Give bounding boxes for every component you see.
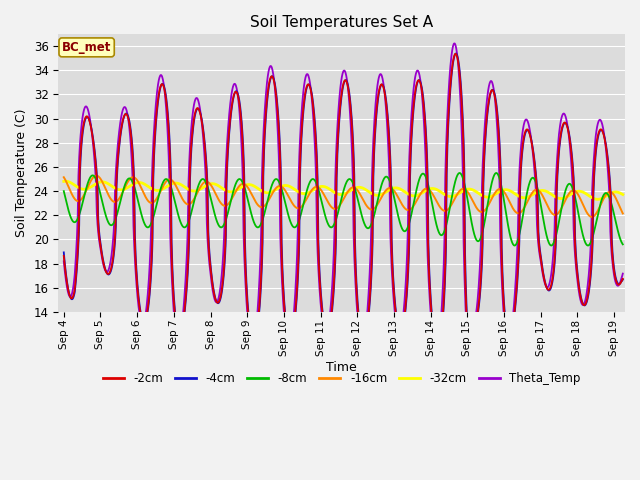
-2cm <box>433 346 441 352</box>
-4cm <box>434 347 442 352</box>
-16cm <box>60 174 68 180</box>
Theta_Temp <box>60 259 68 264</box>
-8cm <box>619 241 627 247</box>
-2cm <box>60 253 68 259</box>
-8cm <box>600 192 607 198</box>
Theta_Temp <box>461 269 468 275</box>
-32cm <box>619 192 627 197</box>
-16cm <box>93 173 100 179</box>
-32cm <box>594 196 602 202</box>
Text: BC_met: BC_met <box>62 41 111 54</box>
-32cm <box>114 187 122 192</box>
-16cm <box>259 204 266 210</box>
Theta_Temp <box>600 127 607 132</box>
Line: -16cm: -16cm <box>64 176 623 217</box>
-16cm <box>114 197 122 203</box>
Legend: -2cm, -4cm, -8cm, -16cm, -32cm, Theta_Temp: -2cm, -4cm, -8cm, -16cm, -32cm, Theta_Te… <box>98 367 586 390</box>
-8cm <box>114 209 122 215</box>
-4cm <box>452 50 460 56</box>
-2cm <box>600 131 607 137</box>
Line: -32cm: -32cm <box>64 181 623 199</box>
-8cm <box>456 170 463 176</box>
-16cm <box>588 214 595 220</box>
Line: -8cm: -8cm <box>64 173 623 246</box>
-4cm <box>114 162 122 168</box>
-2cm <box>619 276 627 282</box>
-8cm <box>286 217 294 223</box>
-8cm <box>60 188 68 194</box>
-16cm <box>600 196 607 202</box>
-16cm <box>619 211 627 216</box>
Theta_Temp <box>451 40 458 46</box>
-2cm <box>452 51 460 57</box>
-2cm <box>461 209 468 215</box>
-16cm <box>286 196 294 202</box>
-4cm <box>461 168 468 173</box>
-4cm <box>286 337 294 343</box>
Title: Soil Temperatures Set A: Soil Temperatures Set A <box>250 15 433 30</box>
Line: -4cm: -4cm <box>64 53 623 349</box>
-32cm <box>286 184 294 190</box>
-8cm <box>258 219 266 225</box>
X-axis label: Time: Time <box>326 361 357 374</box>
Theta_Temp <box>619 271 627 276</box>
-8cm <box>460 179 468 185</box>
Theta_Temp <box>432 348 440 354</box>
Theta_Temp <box>115 129 123 134</box>
-2cm <box>115 141 123 147</box>
-4cm <box>619 277 627 283</box>
-2cm <box>114 157 122 163</box>
Theta_Temp <box>114 143 122 149</box>
-2cm <box>258 253 266 259</box>
Theta_Temp <box>286 340 294 346</box>
-8cm <box>115 204 123 209</box>
Line: Theta_Temp: Theta_Temp <box>64 43 623 351</box>
-4cm <box>60 250 68 255</box>
Y-axis label: Soil Temperature (C): Soil Temperature (C) <box>15 109 28 237</box>
-4cm <box>600 130 607 136</box>
-8cm <box>511 243 518 249</box>
-32cm <box>259 188 266 194</box>
-4cm <box>258 264 266 270</box>
-2cm <box>286 337 294 343</box>
Theta_Temp <box>258 176 266 182</box>
-32cm <box>460 188 468 193</box>
-4cm <box>115 144 123 150</box>
-32cm <box>116 187 124 192</box>
-32cm <box>62 179 70 184</box>
-32cm <box>60 179 68 184</box>
Line: -2cm: -2cm <box>64 54 623 349</box>
-32cm <box>600 195 607 201</box>
-16cm <box>460 186 468 192</box>
-16cm <box>116 195 124 201</box>
